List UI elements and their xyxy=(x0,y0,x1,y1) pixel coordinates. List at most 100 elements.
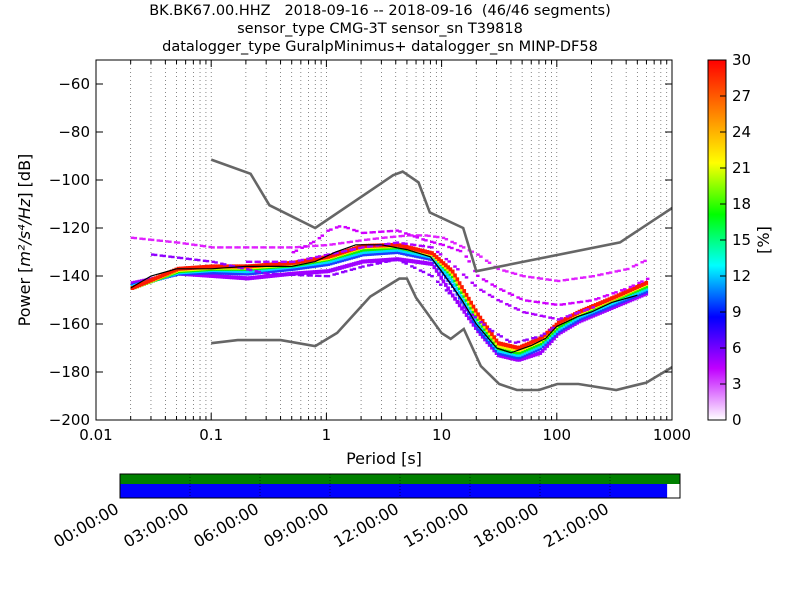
outlier-cell xyxy=(346,226,350,230)
outlier-cell xyxy=(559,303,564,306)
outlier-cell xyxy=(372,237,377,241)
outlier-cell xyxy=(366,238,371,241)
timeline-tick-label: 06:00:00 xyxy=(190,499,262,551)
density-cell xyxy=(522,350,526,355)
density-cell xyxy=(211,274,215,279)
outlier-cell xyxy=(605,294,610,297)
density-cell xyxy=(550,330,554,335)
density-cell xyxy=(545,339,549,344)
density-cell xyxy=(444,263,448,268)
density-cell xyxy=(238,275,243,280)
density-cell xyxy=(312,270,317,275)
density-cell xyxy=(358,244,363,249)
density-cell xyxy=(538,343,543,348)
density-cell xyxy=(501,342,506,347)
density-cell xyxy=(347,263,351,268)
density-cell xyxy=(190,265,195,270)
density-cell xyxy=(462,303,467,308)
outlier-cell xyxy=(542,315,547,318)
density-cell xyxy=(612,295,616,300)
outlier-cell xyxy=(159,239,163,243)
density-cell xyxy=(552,331,556,336)
outlier-cell xyxy=(309,274,313,277)
outlier-cell xyxy=(444,289,449,292)
density-cell xyxy=(252,270,257,275)
outlier-cell xyxy=(430,274,434,278)
density-cell xyxy=(448,276,453,281)
outlier-cell xyxy=(585,299,589,303)
outlier-cell xyxy=(470,250,475,253)
outlier-cell xyxy=(450,246,454,250)
density-cell xyxy=(236,268,241,273)
outlier-cell xyxy=(349,248,354,251)
density-cell xyxy=(379,251,384,256)
density-cell xyxy=(619,302,623,307)
density-cell xyxy=(361,250,365,254)
density-cell xyxy=(393,242,397,247)
density-cell xyxy=(556,324,561,329)
y-tick-label: −200 xyxy=(49,411,90,429)
density-cell xyxy=(255,263,259,268)
outlier-cell xyxy=(384,236,388,239)
density-cell xyxy=(497,353,501,358)
outlier-cell xyxy=(162,254,166,258)
density-cell xyxy=(374,251,379,256)
outlier-cell xyxy=(487,261,492,264)
outlier-cell xyxy=(246,268,250,271)
outlier-cell xyxy=(536,277,541,280)
density-cell xyxy=(213,270,218,275)
density-cell xyxy=(420,255,425,260)
outlier-cell xyxy=(242,246,247,249)
density-cell xyxy=(467,301,471,306)
outlier-cell xyxy=(513,341,518,344)
outlier-cell xyxy=(553,303,558,306)
density-cell xyxy=(644,280,649,285)
axes: 0.01 0.1 1 10 100 1000 −200 −180 −160 −140 −120 −10… xyxy=(49,60,691,444)
density-cell xyxy=(333,252,338,257)
density-cell xyxy=(142,281,146,286)
density-cell xyxy=(439,259,444,264)
density-cell xyxy=(287,272,291,277)
y-tick-label: −160 xyxy=(49,315,90,333)
outlier-cell xyxy=(343,249,348,253)
density-cell xyxy=(506,343,510,348)
density-cell xyxy=(409,246,414,251)
density-cell xyxy=(324,262,328,267)
density-cell xyxy=(414,247,418,252)
density-cell xyxy=(455,277,460,282)
density-cell xyxy=(338,265,342,270)
outlier-cell xyxy=(205,259,210,263)
density-cell xyxy=(473,322,478,327)
density-cell xyxy=(457,290,462,295)
outlier-cell xyxy=(381,230,385,233)
density-cell xyxy=(308,270,312,275)
outlier-cell xyxy=(522,275,526,278)
outlier-cell xyxy=(441,236,446,240)
density-cell xyxy=(538,336,543,341)
density-cell xyxy=(589,314,593,319)
density-cell xyxy=(556,320,561,325)
density-cell xyxy=(471,314,476,319)
density-cell xyxy=(209,264,213,269)
density-cell xyxy=(209,270,213,275)
outlier-cell xyxy=(404,242,408,245)
density-cell xyxy=(642,287,646,292)
density-cell xyxy=(305,270,310,275)
density-cell xyxy=(388,248,393,253)
density-cell xyxy=(568,324,573,329)
outlier-cell xyxy=(355,229,359,233)
density-cell xyxy=(473,313,478,318)
outlier-cell xyxy=(404,232,408,235)
density-cell xyxy=(579,308,584,313)
density-cell xyxy=(520,344,524,349)
density-cell xyxy=(632,291,637,296)
outlier-cell xyxy=(608,271,613,274)
density-cell xyxy=(501,354,506,359)
density-cell xyxy=(418,248,423,253)
density-cell xyxy=(584,316,589,321)
outlier-cell xyxy=(392,235,397,238)
outlier-cell xyxy=(142,237,146,241)
density-cell xyxy=(473,318,478,323)
outlier-cell xyxy=(505,338,509,342)
outlier-cell xyxy=(562,278,567,282)
